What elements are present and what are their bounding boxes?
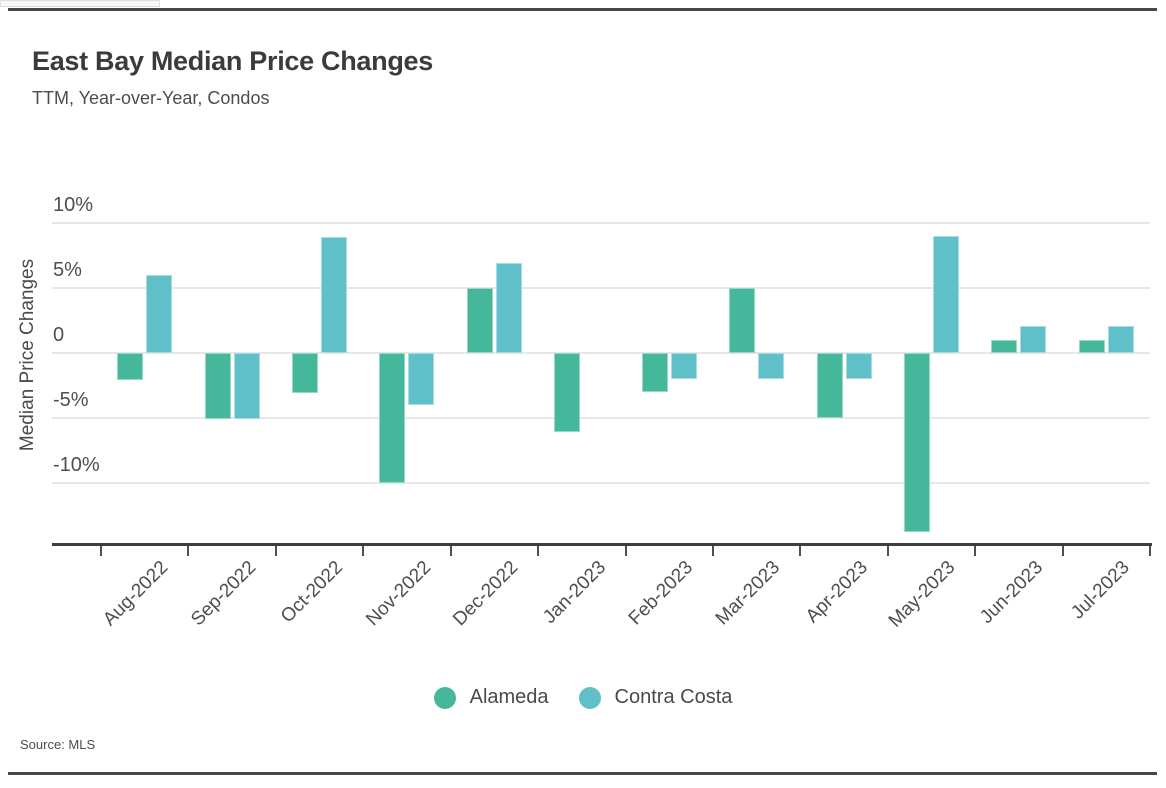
- y-tick-label: -10%: [53, 454, 100, 476]
- x-tick-label: Jun-2023: [975, 557, 1047, 628]
- bar-alameda-jul-2023: [1078, 340, 1105, 353]
- legend-dot-icon: [433, 686, 456, 709]
- bar-contra-costa-mar-2023: [758, 353, 785, 379]
- bar-contra-costa-jun-2023: [1020, 325, 1047, 353]
- x-axis-tick: [274, 546, 277, 556]
- bar-alameda-feb-2023: [641, 353, 668, 392]
- x-tick-label: Jul-2023: [1067, 557, 1135, 624]
- bar-alameda-may-2023: [903, 353, 930, 533]
- y-tick-label: 10%: [53, 194, 94, 216]
- bar-alameda-apr-2023: [816, 353, 843, 418]
- x-axis-tick: [1149, 546, 1151, 556]
- x-tick-label: Dec-2022: [449, 557, 523, 631]
- legend-label: Contra Costa: [614, 686, 733, 708]
- x-tick-label: Sep-2022: [186, 557, 260, 631]
- x-tick-label: Oct-2022: [277, 557, 348, 628]
- x-axis-tick: [362, 546, 365, 556]
- top-left-artifact: [0, 0, 160, 7]
- bar-alameda-nov-2022: [379, 353, 406, 483]
- gridline-5%: [52, 287, 1150, 289]
- x-axis-tick: [886, 546, 889, 556]
- bar-contra-costa-aug-2022: [146, 275, 173, 353]
- legend-item-alameda: Alameda: [433, 686, 549, 709]
- legend-dot-icon: [578, 686, 601, 709]
- gridline-10%: [52, 222, 1150, 224]
- x-axis-tick: [711, 546, 714, 556]
- x-axis-tick: [624, 546, 627, 556]
- x-tick-label: Aug-2022: [99, 557, 173, 631]
- bottom-divider: [8, 772, 1157, 775]
- x-axis-tick: [449, 546, 452, 556]
- x-tick-label: Apr-2023: [801, 557, 872, 628]
- source-note: Source: MLS: [20, 737, 96, 752]
- y-tick-label: 0: [53, 324, 65, 346]
- bar-alameda-dec-2022: [466, 288, 493, 353]
- bar-alameda-jan-2023: [554, 353, 581, 433]
- bar-alameda-oct-2022: [292, 353, 319, 394]
- gridline--10%: [52, 482, 1150, 484]
- bar-alameda-jun-2023: [991, 340, 1018, 353]
- x-axis-tick: [799, 546, 802, 556]
- gridline-0: [52, 352, 1150, 354]
- legend-label: Alameda: [469, 686, 549, 708]
- x-axis-tick: [100, 546, 102, 556]
- bar-contra-costa-oct-2022: [321, 237, 348, 353]
- chart-subtitle: TTM, Year-over-Year, Condos: [32, 88, 270, 108]
- x-axis-tick: [974, 546, 977, 556]
- gridline--5%: [52, 417, 1150, 419]
- bar-contra-costa-sep-2022: [233, 353, 260, 420]
- bar-contra-costa-may-2023: [932, 236, 959, 353]
- legend-item-contra-costa: Contra Costa: [578, 686, 733, 709]
- x-tick-label: Nov-2022: [361, 557, 435, 631]
- top-divider: [8, 8, 1157, 11]
- x-tick-label: Mar-2023: [712, 557, 785, 630]
- bar-alameda-mar-2023: [729, 288, 756, 353]
- bar-contra-costa-feb-2023: [670, 353, 697, 379]
- y-tick-label: -5%: [53, 389, 89, 411]
- x-tick-label: May-2023: [884, 557, 960, 632]
- x-axis-line: [52, 543, 1152, 546]
- x-axis-tick: [1061, 546, 1064, 556]
- bar-contra-costa-apr-2023: [845, 353, 872, 379]
- chart-title: East Bay Median Price Changes: [32, 46, 433, 76]
- bar-alameda-sep-2022: [204, 353, 231, 420]
- bar-contra-costa-dec-2022: [495, 263, 522, 353]
- legend: Alameda Contra Costa: [0, 686, 1166, 709]
- y-tick-label: 5%: [53, 259, 82, 281]
- bar-contra-costa-jul-2023: [1107, 325, 1134, 353]
- x-axis-tick: [537, 546, 540, 556]
- x-axis-tick: [187, 546, 190, 556]
- x-tick-label: Feb-2023: [624, 557, 698, 630]
- x-tick-label: Jan-2023: [538, 557, 610, 628]
- bar-alameda-aug-2022: [117, 353, 144, 381]
- bar-contra-costa-nov-2022: [408, 353, 435, 405]
